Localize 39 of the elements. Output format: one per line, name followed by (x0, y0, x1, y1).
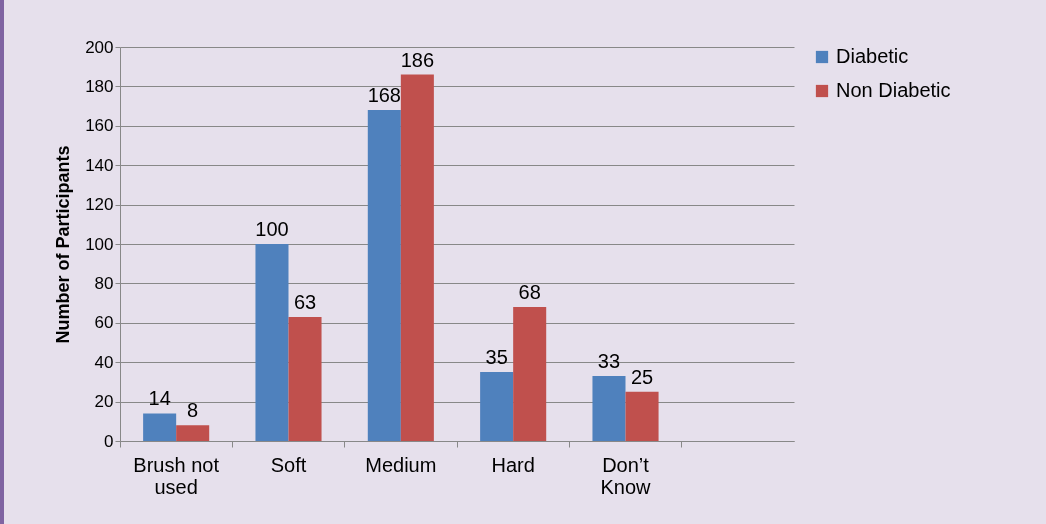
data-label: 8 (187, 399, 199, 422)
x-tick-label: Don’t Know (600, 453, 652, 498)
bar (367, 110, 401, 441)
x-tick-label: Medium (365, 453, 437, 476)
bar (625, 391, 659, 441)
y-tick-label: 0 (104, 431, 114, 451)
y-tick-label: 40 (94, 352, 114, 372)
data-label: 33 (597, 349, 621, 372)
data-label: 25 (630, 365, 654, 388)
data-label: 186 (400, 48, 435, 71)
y-tick-label: 20 (94, 392, 114, 412)
x-tick-label: Brush not used (133, 453, 220, 498)
y-tick-label: 160 (85, 116, 114, 136)
x-tick-label: Soft (270, 453, 307, 476)
y-tick-label: 120 (85, 195, 114, 215)
y-tick-label: 140 (85, 155, 114, 175)
legend-label: Non Diabetic (836, 79, 951, 101)
bar (143, 413, 177, 441)
bar (592, 375, 626, 441)
bar (480, 372, 514, 441)
y-tick-label: 80 (94, 273, 114, 293)
y-axis-title: Number of Participants (53, 145, 74, 344)
bar (176, 425, 210, 441)
y-tick-label: 180 (85, 76, 114, 96)
y-tick-label: 100 (85, 234, 114, 254)
x-tick-label: Hard (491, 453, 535, 476)
data-label: 168 (367, 84, 401, 107)
bar (255, 244, 289, 441)
bar (400, 74, 434, 441)
y-tick-label: 60 (94, 313, 114, 333)
legend-label: Diabetic (836, 45, 909, 67)
y-tick-label: 200 (85, 37, 114, 57)
data-label: 63 (293, 290, 317, 313)
bar (513, 307, 547, 441)
data-label: 100 (255, 218, 289, 240)
data-label: 68 (518, 281, 541, 304)
data-label: 35 (485, 346, 508, 369)
bar (288, 316, 322, 441)
data-label: 14 (148, 387, 171, 410)
